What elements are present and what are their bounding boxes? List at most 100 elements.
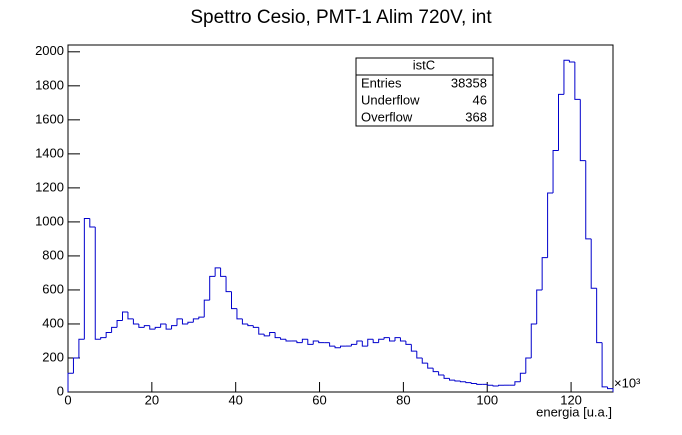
histogram-bin [318, 340, 325, 344]
x-tick-label: 20 [145, 392, 159, 407]
histogram-bin [72, 357, 79, 374]
histogram-bin [329, 342, 336, 347]
histogram-bin [558, 93, 564, 151]
x-tick-label: 80 [396, 392, 410, 407]
histogram-bin [198, 316, 205, 319]
histogram-bin [116, 320, 123, 328]
chart-title: Spettro Cesio, PMT-1 Alim 720V, int [190, 7, 492, 28]
histogram-bin [378, 338, 385, 343]
histogram-bin [258, 327, 265, 335]
histogram-bin [552, 149, 559, 193]
histogram-bin [176, 318, 183, 326]
histogram-bin [596, 288, 603, 344]
stats-title: istC [413, 57, 435, 72]
histogram-bin [127, 312, 134, 320]
histogram-bin [236, 308, 243, 320]
stats-value: 368 [465, 109, 487, 124]
histogram-bin [590, 238, 597, 289]
histogram-bin [585, 160, 592, 240]
histogram-bin [579, 99, 586, 162]
histogram-bin [209, 275, 216, 301]
histogram-bin [568, 60, 575, 63]
histogram-bin [203, 299, 210, 318]
histogram-bin [181, 318, 188, 325]
histogram-bin [301, 338, 308, 343]
stats-key: Underflow [361, 92, 420, 107]
histogram-bin [356, 340, 363, 345]
histogram-bin [220, 267, 227, 277]
histogram-bin [427, 363, 434, 369]
histogram-bin [78, 338, 85, 358]
histogram-bin [225, 276, 232, 293]
histogram-bin [459, 380, 466, 383]
stats-key: Overflow [361, 109, 413, 124]
histogram-bin [83, 218, 90, 340]
histogram-bin [252, 325, 259, 328]
histogram-bin [334, 346, 341, 349]
stats-frame [355, 57, 494, 127]
histogram-bin [492, 385, 499, 387]
histogram-bin [269, 331, 276, 336]
y-tick-label: 400 [42, 315, 64, 330]
histogram-bin [563, 59, 570, 95]
histogram-bin [214, 267, 221, 277]
histogram-bin [421, 357, 428, 364]
histogram-bin [372, 339, 379, 344]
histogram-bin [138, 323, 145, 328]
y-tick-label: 2000 [35, 43, 64, 58]
histogram-bin [394, 337, 401, 341]
histogram-bin [519, 372, 526, 382]
histogram-bin [487, 384, 494, 386]
histogram-bin [389, 337, 395, 342]
histogram-bin [410, 344, 417, 352]
histogram-bin [160, 323, 167, 328]
histogram-bin [438, 371, 445, 376]
histogram-bin [263, 334, 270, 337]
histogram-bin [247, 323, 254, 327]
y-tick-label: 1800 [35, 77, 64, 92]
y-tick-label: 1200 [35, 179, 64, 194]
histogram-bin [454, 380, 461, 382]
stats-key: Entries [361, 75, 402, 90]
y-tick-label: 0 [57, 383, 64, 398]
x-axis-label: energia [u.a.] [536, 404, 612, 419]
histogram-bin [541, 257, 548, 290]
y-tick-label: 600 [42, 281, 64, 296]
stats-value: 38358 [451, 75, 487, 90]
histogram-bin [171, 325, 177, 330]
y-tick-label: 200 [42, 349, 64, 364]
x-tick-label: 0 [64, 392, 71, 407]
histogram-bin [416, 351, 423, 359]
histogram-bin [241, 318, 248, 325]
histogram-bin [399, 337, 406, 342]
histogram-bin [143, 325, 150, 328]
histogram-bin [530, 323, 537, 358]
histogram-bin [574, 62, 581, 100]
histogram-bin [231, 291, 237, 310]
histogram-bin [280, 337, 286, 340]
histogram-bin [405, 340, 412, 345]
histogram-bin [312, 340, 319, 345]
histogram-bin [132, 318, 139, 325]
histogram-bin [601, 342, 608, 388]
histogram-bin [432, 368, 439, 373]
x-tick-label: 120 [560, 392, 582, 407]
histogram-bin [465, 381, 472, 384]
stats-box: istC [355, 57, 494, 127]
histogram-bin [187, 321, 194, 324]
histogram-bin [296, 340, 303, 344]
histogram-bin [67, 372, 74, 392]
histogram-bin [154, 326, 161, 330]
histogram-bin [100, 337, 107, 340]
y-tick-label: 1000 [35, 213, 64, 228]
histogram-bin [383, 337, 390, 340]
histogram-bin [192, 318, 199, 323]
histogram-bin [149, 325, 156, 330]
histogram-bin [94, 227, 101, 340]
x-tick-label: 100 [476, 392, 498, 407]
histogram-bin [361, 340, 368, 347]
histogram-bin [350, 343, 357, 347]
histogram-bin [367, 338, 374, 347]
histogram-bin [525, 357, 532, 374]
